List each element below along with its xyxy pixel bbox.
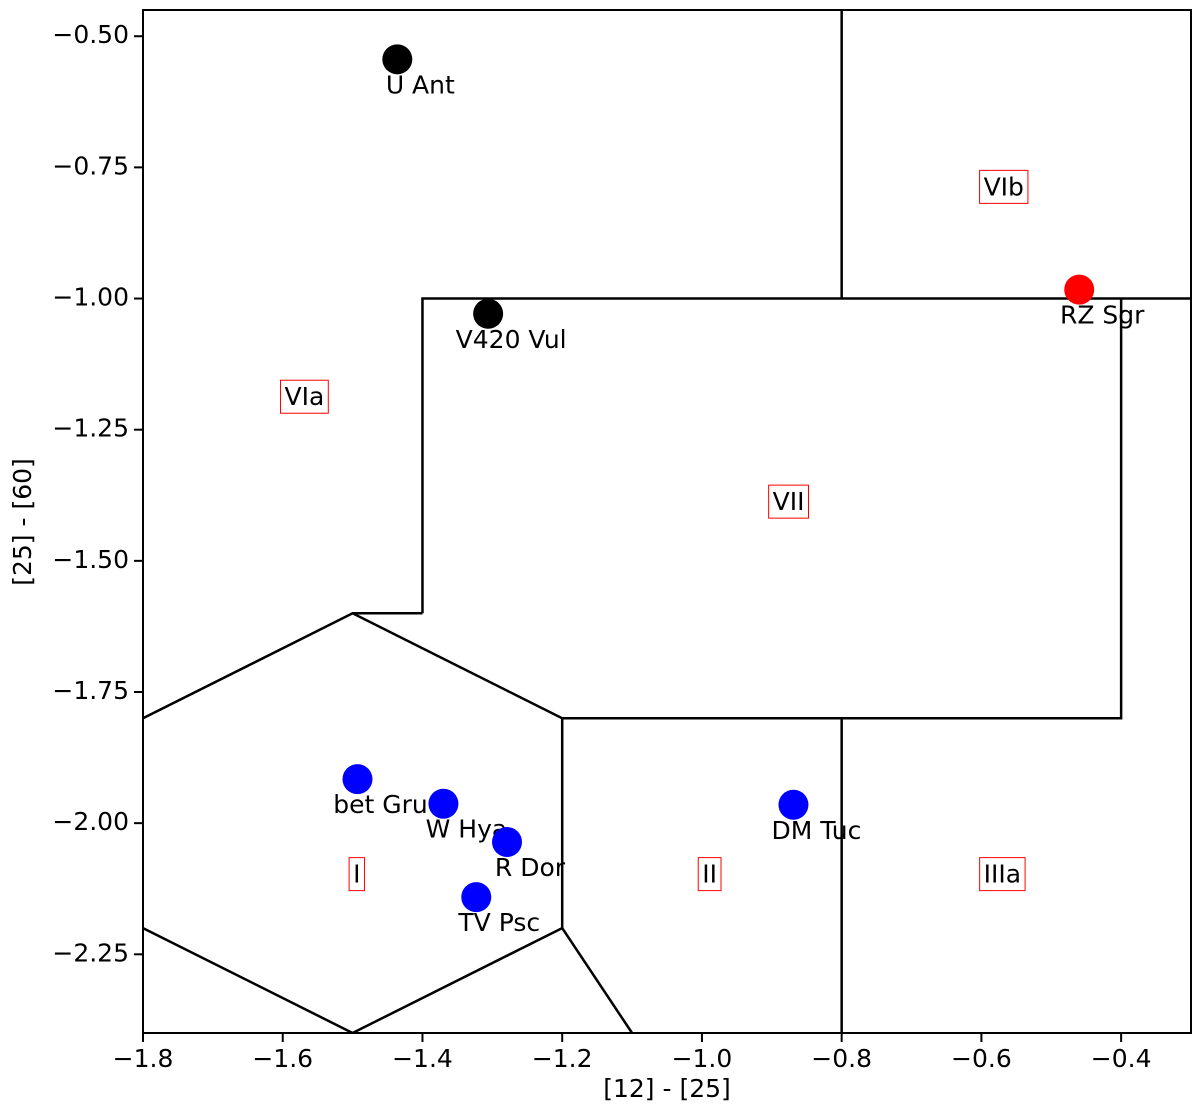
region-label-box [768, 484, 809, 519]
region-label-box [979, 857, 1026, 892]
region-label: VIb [984, 172, 1024, 201]
y-tick-label: −2.25 [52, 938, 129, 967]
y-tick-label: −0.50 [52, 20, 129, 49]
y-tick-label: −1.50 [52, 545, 129, 574]
x-axis-label: [12] - [25] [603, 1074, 731, 1103]
region-label: II [702, 860, 717, 889]
region-label-box [348, 857, 365, 892]
y-axis-label: [25] - [60] [8, 458, 37, 586]
point-label: V420 Vul [456, 325, 567, 354]
point-label: U Ant [386, 70, 455, 99]
x-tick-label: −0.4 [1091, 1044, 1152, 1073]
region-label-box [279, 379, 329, 414]
point-label: TV Psc [457, 908, 540, 937]
y-tick-label: −0.75 [52, 151, 129, 180]
point [492, 827, 523, 858]
point [382, 44, 413, 75]
x-tick-label: −0.6 [951, 1044, 1012, 1073]
region-label: VII [773, 487, 805, 516]
y-tick-label: −1.75 [52, 676, 129, 705]
region-label-box [979, 169, 1029, 204]
y-tick-label: −1.00 [52, 283, 129, 312]
region-boundary [142, 611, 564, 1035]
point-label: R Dor [495, 853, 566, 882]
point-label: RZ Sgr [1060, 301, 1145, 330]
point [473, 298, 504, 329]
y-tick-label: −2.00 [52, 807, 129, 836]
x-tick-label: −0.8 [811, 1044, 872, 1073]
point [428, 788, 459, 819]
y-tick-label: −1.25 [52, 414, 129, 443]
region-boundary [562, 298, 1123, 720]
region-boundary [142, 926, 354, 1035]
region-label-box [697, 857, 722, 892]
point [1064, 274, 1095, 305]
region-label: I [353, 860, 360, 889]
x-tick-label: −1.4 [392, 1044, 453, 1073]
plot-frame [142, 9, 1192, 1034]
point [461, 882, 492, 913]
point-label: bet Gru [333, 790, 428, 819]
region-label: VIa [284, 382, 324, 411]
point [778, 789, 809, 820]
region-boundary [421, 297, 1191, 614]
point-label: DM Tuc [772, 816, 862, 845]
x-tick-label: −1.8 [113, 1044, 174, 1073]
x-tick-label: −1.6 [252, 1044, 313, 1073]
point [342, 764, 373, 795]
region-boundary [561, 927, 634, 1034]
x-tick-label: −1.2 [532, 1044, 593, 1073]
region-label: IIIa [984, 860, 1021, 889]
x-tick-label: −1.0 [672, 1044, 733, 1073]
